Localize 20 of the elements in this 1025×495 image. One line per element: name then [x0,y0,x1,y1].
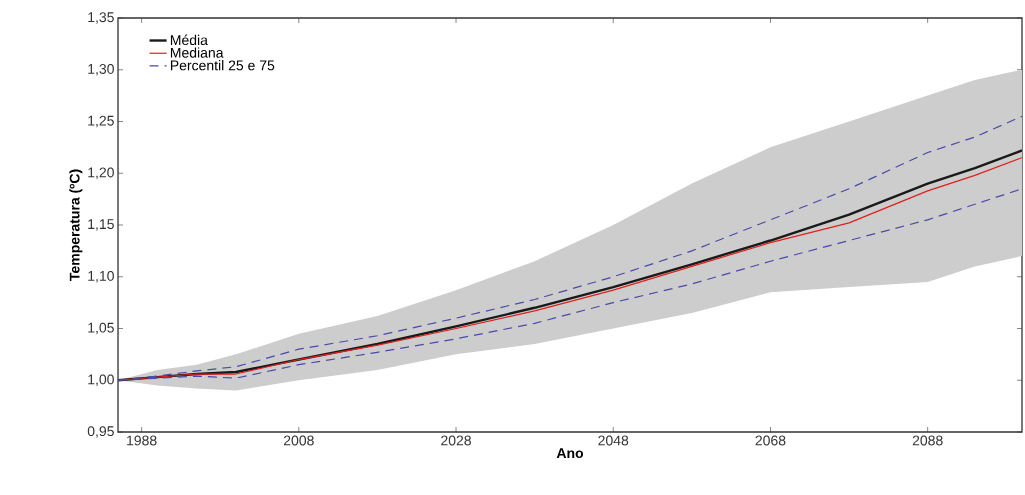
y-tick-label: 1,15 [88,219,114,231]
y-axis-title: Temperatura (ºC) [69,169,83,281]
x-tick-label: 2068 [755,435,786,446]
y-tick-label: 0,95 [87,426,114,438]
legend-label: Mediana [170,47,224,58]
y-tick-label: 1,10 [88,270,114,283]
y-tick-label: 1,25 [88,115,114,128]
x-tick-label: 2088 [912,435,943,446]
y-tick-label: 1,00 [88,374,114,387]
x-tick-label: 2048 [598,435,629,446]
y-tick-label: 1,35 [88,12,114,24]
x-tick-label: 2008 [283,435,314,446]
y-tick-label: 1,30 [88,63,114,76]
y-tick-label: 1,20 [88,167,114,180]
y-tick-label: 1,05 [88,322,114,335]
x-axis-title: Ano [556,448,584,459]
legend-label: Percentil 25 e 75 [170,60,275,71]
x-tick-label: 1988 [127,435,157,446]
x-tick-label: 2028 [441,435,471,446]
legend-label: Média [170,34,208,46]
